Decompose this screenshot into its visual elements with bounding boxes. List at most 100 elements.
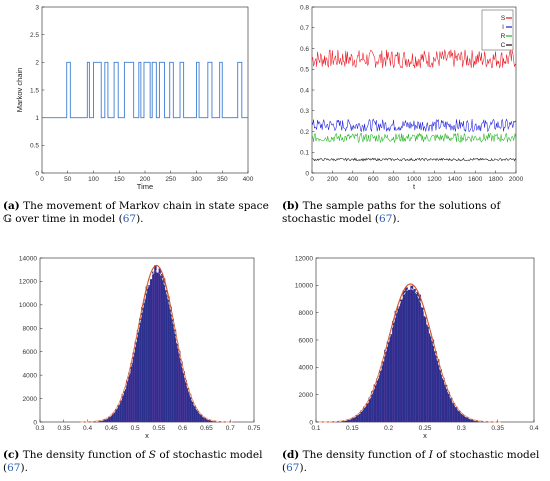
chart-c-hist-bar — [182, 371, 185, 423]
chart-d-hist-bar — [444, 384, 448, 423]
chart-d-hist-bar — [363, 406, 367, 423]
chart-d-hist-bar — [394, 310, 398, 423]
chart-c-hist-bar — [171, 318, 174, 423]
chart-d-y-tick-label: 6000 — [299, 337, 314, 344]
chart-d-hist-bar — [446, 391, 450, 423]
chart-a-y-tick-label: 1.5 — [30, 87, 39, 94]
caption-b-label: (b) — [282, 200, 300, 212]
chart-a-x-tick-label: 250 — [165, 176, 176, 183]
chart-b-legend-label: R — [501, 33, 506, 40]
chart-a-y-tick-label: 2.5 — [30, 32, 39, 39]
chart-b-y-tick-label: 0.8 — [300, 4, 309, 11]
caption-a-end: ). — [136, 213, 144, 225]
chart-d-hist-bar — [457, 410, 461, 423]
chart-c-y-tick-label: 0 — [33, 419, 37, 426]
chart-c-hist-bar — [143, 299, 146, 423]
chart-c-y-tick-label: 2000 — [23, 396, 38, 403]
chart-c-hist-bar — [119, 400, 122, 423]
caption-c-text: The density function of — [22, 449, 149, 461]
chart-d-y-tick-label: 10000 — [295, 283, 313, 290]
chart-a-plot-frame — [41, 6, 249, 174]
caption-c-after: of stochastic model ( — [3, 449, 263, 474]
chart-d-hist-bar — [415, 292, 419, 423]
chart-d-hist-bar — [428, 333, 432, 423]
chart-a-y-axis-label: Markov chain — [15, 68, 24, 113]
chart-c-hist-bar — [191, 400, 194, 423]
chart-d-hist-bar — [376, 378, 380, 423]
caption-a-ref-link[interactable]: 67 — [122, 213, 137, 225]
chart-c-density-s: 0.3 0.35 0.4 0.45 0.5 0.55 0.6 0.65 0.7 0.75 0 2000… — [19, 255, 261, 440]
chart-d-y-tick-label: 8000 — [299, 310, 314, 317]
caption-a: (a) The movement of Markov chain in stat… — [3, 200, 271, 226]
chart-c-x-tick-label: 0.6 — [178, 425, 187, 432]
chart-d-hist-bar — [431, 339, 435, 423]
chart-d-x-tick-label: 0.3 — [457, 425, 466, 432]
chart-d-x-axis-label: x — [423, 431, 427, 440]
chart-c-hist-bar — [195, 408, 198, 423]
chart-c-hist-bar — [184, 380, 187, 423]
chart-a-x-tick-label: 50 — [64, 176, 72, 183]
caption-d-ref-link[interactable]: 67 — [286, 462, 300, 474]
chart-b-series-s — [311, 49, 517, 69]
chart-d-hist-bar — [368, 397, 372, 423]
chart-c-x-tick-label: 0.65 — [200, 425, 213, 432]
chart-c-x-tick-label: 0.55 — [153, 425, 166, 432]
chart-c-hist-bar — [169, 306, 172, 423]
chart-d-x-tick-label: 0.4 — [529, 425, 538, 432]
caption-d: (d) The density function of I of stochas… — [282, 449, 547, 475]
chart-a-x-axis-label: Time — [137, 182, 153, 191]
chart-c-y-tick-label: 4000 — [23, 372, 38, 379]
chart-b-series-i — [311, 118, 517, 133]
chart-c-hist-bar — [145, 286, 148, 423]
chart-d-hist-bar — [392, 320, 395, 423]
chart-b-x-tick-label: 1000 — [407, 176, 422, 183]
chart-a-markov-chain: 0 50 100 150 200 250 300 350 400 0 0.5 1 1.5 2 2.5 3 Tim… — [15, 4, 254, 191]
chart-d-hist-bar — [412, 288, 416, 423]
chart-b-x-tick-label: 1800 — [488, 176, 503, 183]
chart-d-hist-bar — [405, 287, 408, 423]
chart-d-hist-bar — [439, 369, 442, 423]
chart-c-x-axis-label: x — [145, 431, 149, 440]
caption-d-var: I — [428, 449, 433, 461]
chart-c-hist-bar — [156, 272, 159, 423]
chart-a-x-tick-label: 300 — [191, 176, 202, 183]
chart-c-y-tick-label: 12000 — [19, 279, 37, 286]
chart-b-x-tick-label: 1400 — [448, 176, 463, 183]
chart-c-hist-bar — [141, 307, 144, 423]
chart-b-y-tick-label: 0.7 — [300, 25, 309, 32]
chart-c-hist-bar — [160, 273, 164, 423]
caption-b-ref-link[interactable]: 67 — [379, 213, 393, 225]
chart-a-x-tick-label: 100 — [88, 176, 99, 183]
chart-b-y-tick-label: 0 — [305, 170, 309, 177]
chart-c-hist-bar — [152, 271, 155, 423]
chart-a-y-tick-label: 0.5 — [30, 143, 39, 150]
chart-b-y-tick-label: 0.4 — [300, 87, 309, 94]
chart-c-hist-bar — [165, 290, 168, 423]
chart-b-y-tick-label: 0.3 — [300, 108, 309, 115]
chart-c-hist-bar — [136, 330, 140, 423]
chart-c-fit-curve-dashed — [80, 270, 233, 423]
chart-d-y-tick-label: 12000 — [295, 255, 313, 262]
chart-b-x-tick-label: 800 — [388, 176, 399, 183]
chart-a-y-tick-label: 1 — [35, 115, 39, 122]
chart-c-hist-bar — [128, 373, 131, 423]
chart-c-x-tick-label: 0.45 — [105, 425, 118, 432]
chart-a-x-tick-label: 400 — [243, 176, 254, 183]
chart-b-x-tick-label: 1200 — [427, 176, 442, 183]
chart-d-y-tick-label: 2000 — [299, 392, 314, 399]
chart-d-hist-bar — [373, 384, 377, 423]
chart-b-y-tick-label: 0.1 — [300, 150, 309, 157]
chart-d-hist-bar — [386, 341, 390, 423]
caption-c-end: ). — [20, 462, 28, 474]
chart-b-y-tick-label: 0.6 — [300, 46, 309, 53]
chart-b-legend-box — [481, 9, 514, 51]
caption-c-ref-link[interactable]: 67 — [7, 462, 21, 474]
chart-d-hist-bar — [420, 307, 424, 423]
caption-c-label: (c) — [3, 449, 20, 461]
chart-c-hist-bar — [188, 394, 192, 423]
chart-d-hist-bar — [371, 391, 374, 423]
chart-d-x-tick-label: 0.15 — [346, 425, 359, 432]
chart-d-hist-bar — [426, 324, 429, 423]
chart-b-sample-paths: 0 200 400 600 800 1000 1200 1400 1600 1800 2000 0 0.… — [300, 4, 524, 191]
chart-d-hist-bar — [407, 289, 411, 423]
